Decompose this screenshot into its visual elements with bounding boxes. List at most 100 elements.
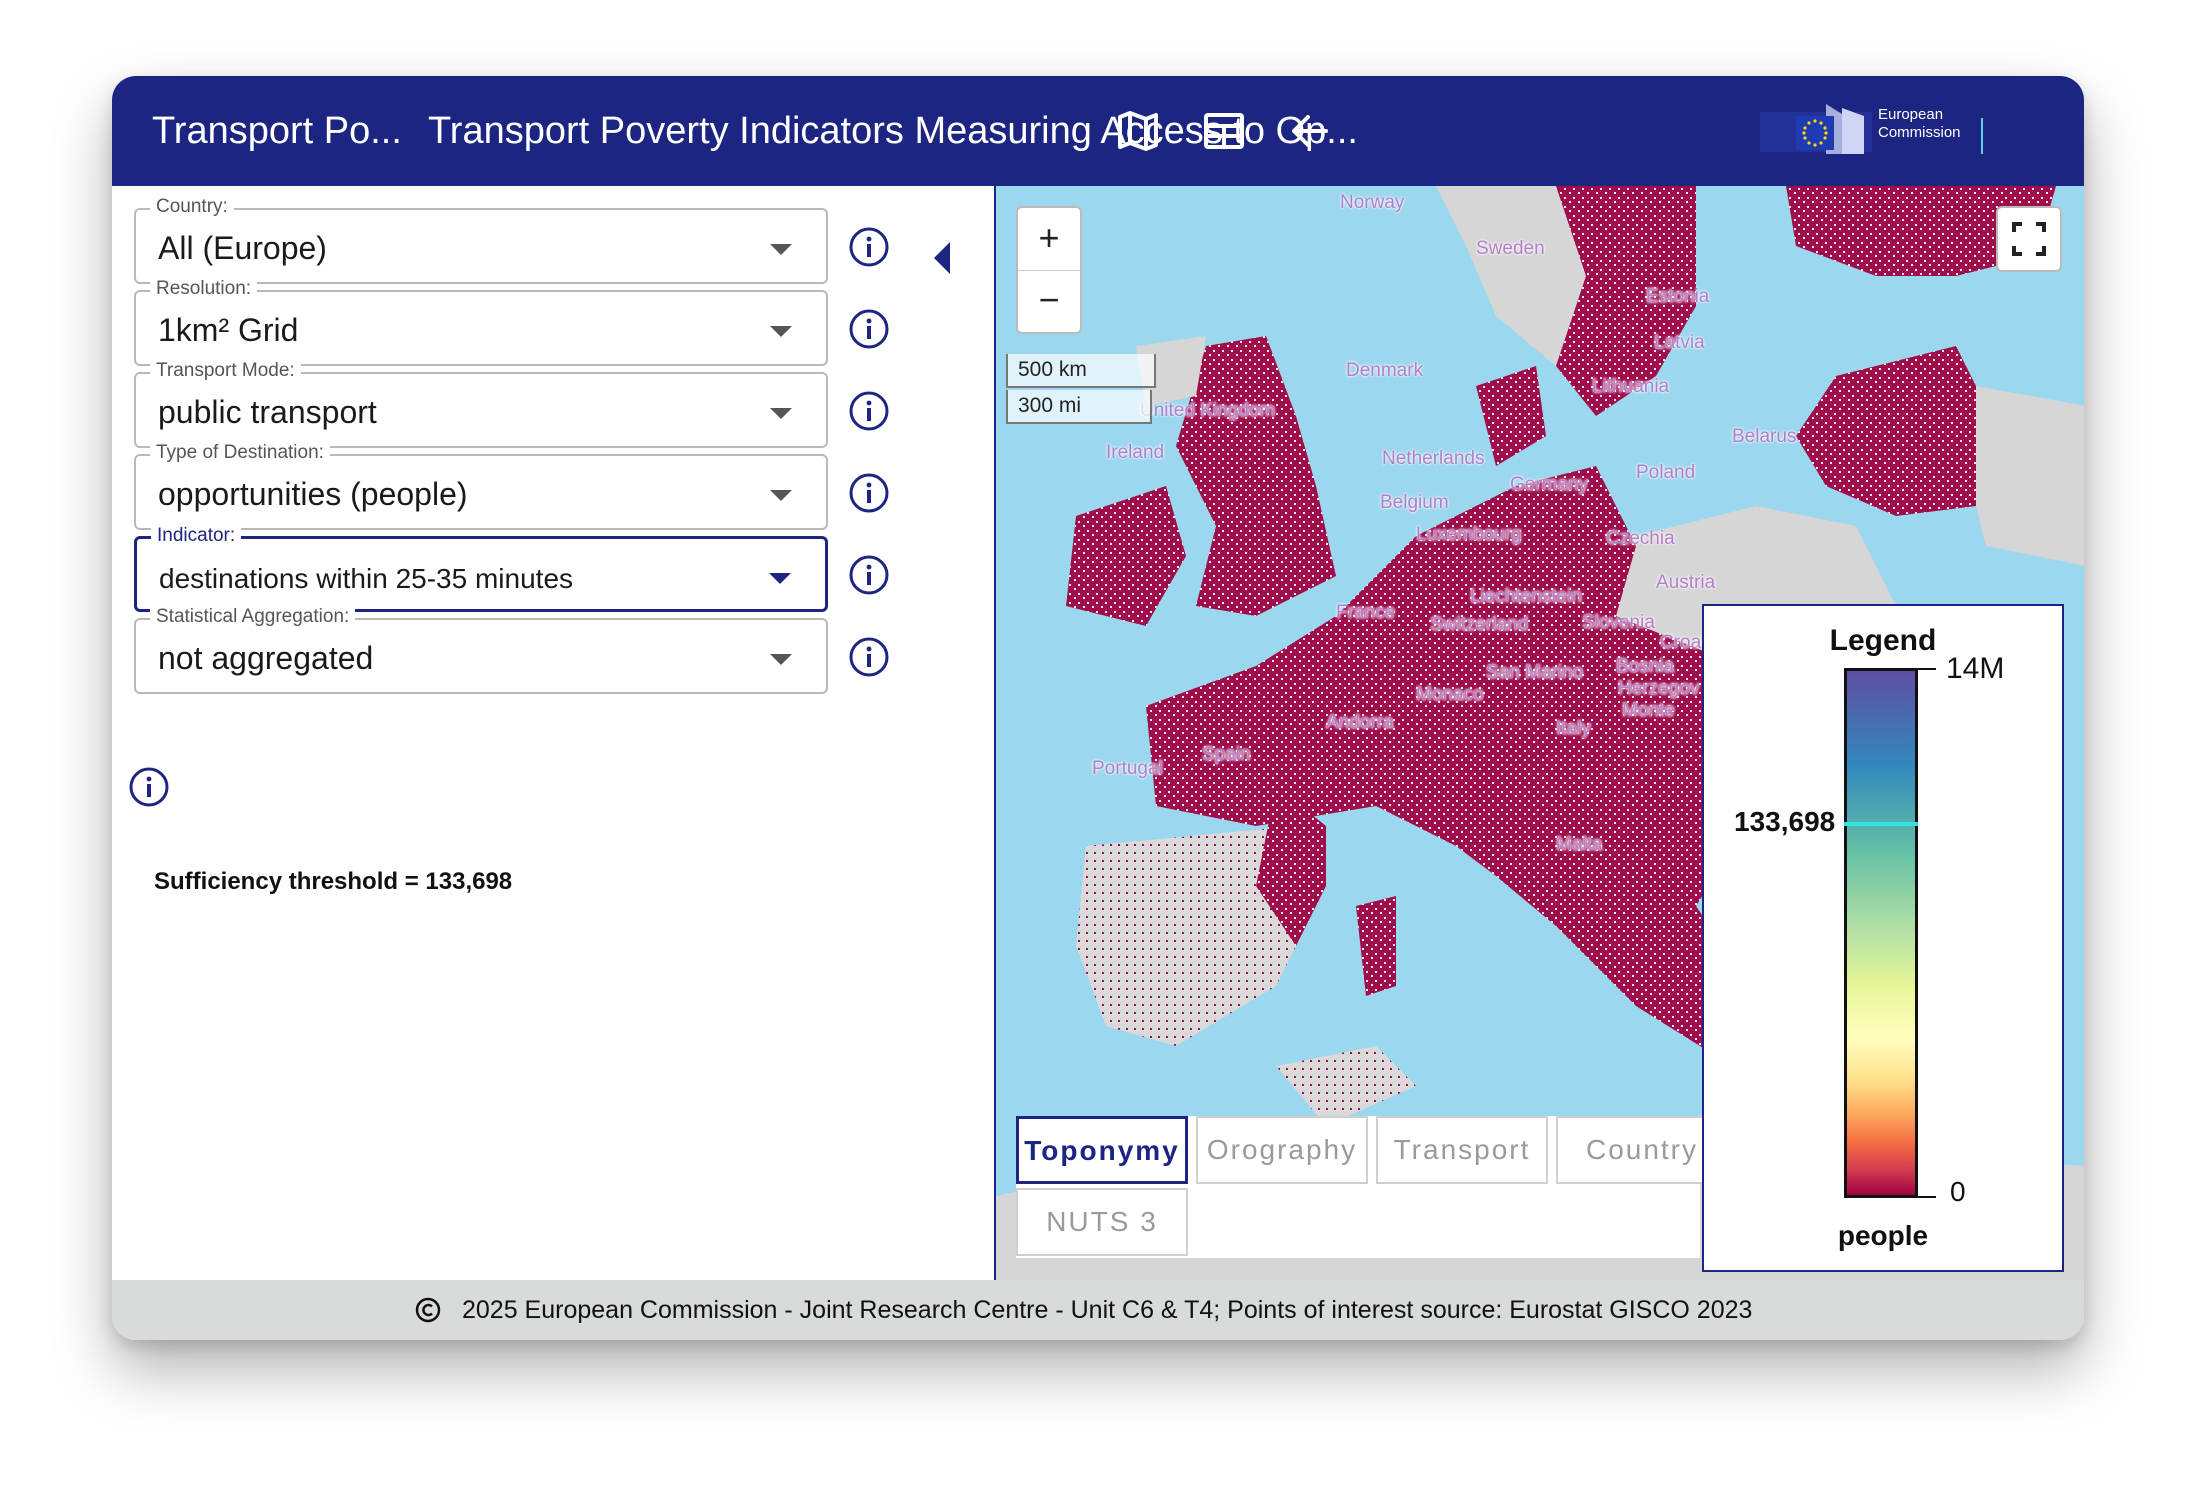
scale-bar-mi: 300 mi xyxy=(1006,390,1152,424)
place-label: Denmark xyxy=(1346,360,1424,381)
place-label: Lithuania xyxy=(1592,376,1670,397)
app-long-title: Transport Poverty Indicators Measuring A… xyxy=(428,110,1358,152)
aggregation-info-icon[interactable] xyxy=(848,636,890,678)
map-view-button[interactable] xyxy=(1112,105,1164,157)
transport-mode-select[interactable]: Transport Mode: public transport xyxy=(134,360,828,448)
threshold-info-icon[interactable] xyxy=(128,766,170,808)
place-label: France xyxy=(1336,602,1396,623)
legend-tick-max xyxy=(1918,668,1936,670)
place-label: Sweden xyxy=(1476,238,1545,259)
place-label: Monte xyxy=(1622,700,1675,721)
footer: 2025 European Commission - Joint Researc… xyxy=(112,1280,2084,1340)
table-icon xyxy=(1204,113,1244,149)
ec-logo-line2: Commission xyxy=(1878,124,1961,141)
resolution-info-icon[interactable] xyxy=(848,308,890,350)
indicator-label: Indicator: xyxy=(151,525,242,547)
indicator-value: destinations within 25-35 minutes xyxy=(159,563,574,594)
fullscreen-icon xyxy=(2012,222,2046,256)
arrow-left-icon xyxy=(1292,115,1328,147)
scale-bar-km: 500 km xyxy=(1006,354,1156,388)
transport-mode-info-icon[interactable] xyxy=(848,390,890,432)
ec-logo[interactable] xyxy=(1760,98,1990,164)
place-label: San Marino xyxy=(1486,662,1584,683)
transport-mode-value: public transport xyxy=(158,394,377,430)
place-label: Italy xyxy=(1556,718,1591,739)
layer-tabs: Toponymy Orography Transport Country NUT… xyxy=(1016,1116,1728,1258)
aggregation-select[interactable]: Statistical Aggregation: not aggregated xyxy=(134,606,828,694)
legend-min-label: 0 xyxy=(1950,1176,1966,1207)
filter-panel: Country: All (Europe) Resolution: 1km² G… xyxy=(112,186,994,1280)
tab-nuts3[interactable]: NUTS 3 xyxy=(1016,1188,1188,1256)
tab-orography[interactable]: Orography xyxy=(1196,1116,1368,1184)
zoom-in-button[interactable]: + xyxy=(1018,208,1080,271)
app-short-title: Transport Po... xyxy=(152,110,402,152)
tab-country[interactable]: Country xyxy=(1556,1116,1728,1184)
place-label: Latvia xyxy=(1654,332,1705,353)
fullscreen-button[interactable] xyxy=(1996,206,2062,272)
indicator-select[interactable]: Indicator: destinations within 25-35 min… xyxy=(134,525,828,612)
country-select[interactable]: Country: All (Europe) xyxy=(134,196,828,284)
app-header: Transport Po... Transport Poverty Indica… xyxy=(112,76,2084,186)
footer-text: 2025 European Commission - Joint Researc… xyxy=(462,1296,1753,1324)
place-label: Switzerland xyxy=(1430,614,1529,635)
map-legend: Legend 14M 133,698 0 people xyxy=(1702,604,2064,1272)
country-label: Country: xyxy=(150,196,234,218)
indicator-info-icon[interactable] xyxy=(848,554,890,596)
transport-mode-label: Transport Mode: xyxy=(150,360,301,382)
place-label: Bosnia xyxy=(1616,656,1675,677)
place-label: Estonia xyxy=(1646,286,1710,307)
tab-transport[interactable]: Transport xyxy=(1376,1116,1548,1184)
destination-type-label: Type of Destination: xyxy=(150,442,330,464)
place-label: Portugal xyxy=(1092,758,1163,779)
country-info-icon[interactable] xyxy=(848,226,890,268)
legend-threshold-marker xyxy=(1844,822,1918,826)
destination-type-info-icon[interactable] xyxy=(848,472,890,514)
place-label: Norway xyxy=(1340,192,1405,213)
chevron-down-icon xyxy=(770,490,792,501)
chevron-down-icon xyxy=(769,573,791,584)
resolution-select[interactable]: Resolution: 1km² Grid xyxy=(134,278,828,366)
place-label: Netherlands xyxy=(1382,448,1485,469)
place-label: United Kingdom xyxy=(1140,400,1276,421)
legend-tick-min xyxy=(1918,1196,1936,1198)
sufficiency-threshold: Sufficiency threshold = 133,698 xyxy=(154,868,513,895)
legend-title: Legend xyxy=(1829,624,1937,657)
place-label: Andorra xyxy=(1326,712,1394,733)
place-label: Malta xyxy=(1556,834,1603,855)
ec-flag-icon xyxy=(1760,104,1983,154)
app-window: Transport Po... Transport Poverty Indica… xyxy=(112,76,2084,1340)
place-label: Liechtenstein xyxy=(1470,586,1582,607)
place-label: Herzegov xyxy=(1618,678,1700,699)
map-view[interactable]: Norway Sweden Estonia Latvia Lithuania B… xyxy=(994,186,2084,1280)
tab-toponymy[interactable]: Toponymy xyxy=(1016,1116,1188,1184)
resolution-label: Resolution: xyxy=(150,278,258,300)
place-label: Monaco xyxy=(1416,684,1484,705)
destination-type-value: opportunities (people) xyxy=(158,476,468,512)
legend-max-label: 14M xyxy=(1946,652,2005,685)
aggregation-value: not aggregated xyxy=(158,640,374,676)
place-label: Belarus xyxy=(1732,426,1797,447)
zoom-out-button[interactable]: − xyxy=(1038,279,1060,320)
back-button[interactable] xyxy=(1284,105,1336,157)
place-label: Spain xyxy=(1202,744,1251,765)
legend-color-ramp xyxy=(1844,668,1918,1198)
place-label: Slovenia xyxy=(1582,612,1655,633)
chevron-down-icon xyxy=(770,326,792,337)
map-icon xyxy=(1118,111,1158,151)
table-view-button[interactable] xyxy=(1198,105,1250,157)
ec-logo-line1: European xyxy=(1878,106,1944,123)
legend-unit-label: people xyxy=(1837,1220,1929,1251)
collapse-panel-icon[interactable] xyxy=(934,242,950,274)
aggregation-label: Statistical Aggregation: xyxy=(150,606,356,628)
country-value: All (Europe) xyxy=(158,230,327,266)
resolution-value: 1km² Grid xyxy=(158,312,299,348)
place-label: Ireland xyxy=(1106,442,1165,463)
legend-threshold-label: 133,698 xyxy=(1734,806,1836,837)
chevron-down-icon xyxy=(770,408,792,419)
place-label: Belgium xyxy=(1380,492,1449,513)
destination-type-select[interactable]: Type of Destination: opportunities (peop… xyxy=(134,442,828,530)
zoom-control: + − xyxy=(1016,206,1082,334)
place-label: Czechia xyxy=(1606,528,1675,549)
ec-logo-text: European Commission xyxy=(1878,106,1961,142)
place-label: Poland xyxy=(1636,462,1696,483)
